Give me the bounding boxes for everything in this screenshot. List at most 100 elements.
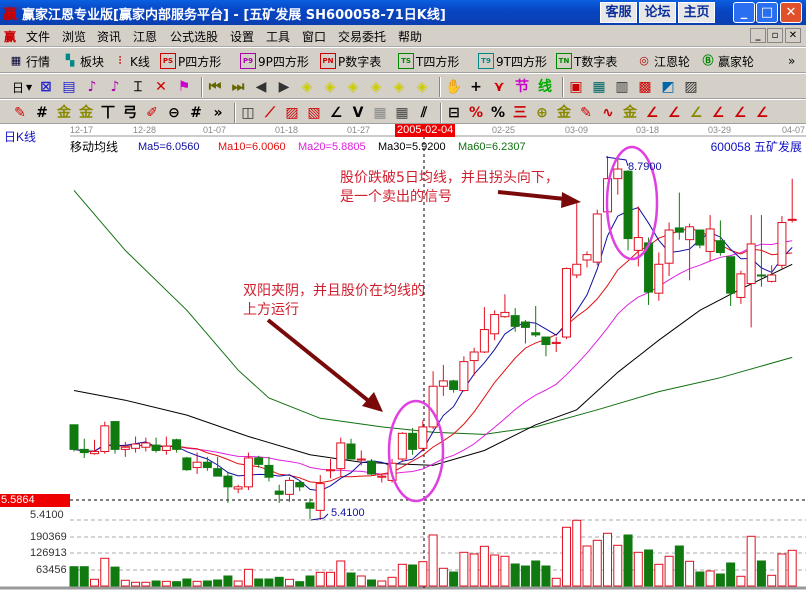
last-page-button[interactable]: ⏭	[230, 77, 248, 97]
toolbar-gann-wheel-button[interactable]: ◎ 江恩轮	[636, 51, 690, 71]
toolbar-big-wheel-button[interactable]: Ⓑ 赢家轮	[700, 51, 755, 71]
tool-s-icon[interactable]: 弓	[123, 105, 137, 121]
line-tool-icon[interactable]: ⋎	[493, 79, 505, 95]
brush-icon[interactable]: ✐	[146, 105, 158, 121]
toolbar-sector-blocks-button[interactable]: ▚ 板块	[62, 51, 104, 71]
menu-trade[interactable]: 交易委托	[338, 30, 387, 44]
indicator-9-icon[interactable]: ♪	[110, 79, 120, 95]
menu-settings[interactable]: 设置	[230, 30, 255, 44]
print-button[interactable]: ▨	[683, 77, 701, 97]
toolbar-ts-button[interactable]: TS T四方形	[398, 51, 459, 71]
zoom-in-icon[interactable]: ◈	[393, 79, 405, 95]
percent-button[interactable]: %	[490, 103, 508, 123]
calculator-icon[interactable]: ▦	[592, 79, 606, 95]
period-select[interactable]: 日 ▼	[12, 77, 32, 97]
line-draw-icon[interactable]: 线	[538, 79, 552, 95]
toolbar-t9-button[interactable]: T9 9T四方形	[478, 51, 547, 71]
angle-f-button[interactable]: ∠	[666, 103, 684, 123]
notes-icon[interactable]: ▤	[62, 79, 76, 95]
menu-file[interactable]: 文件	[26, 30, 51, 44]
next-icon[interactable]: ▶	[278, 79, 290, 95]
marker-icon[interactable]: ✎	[580, 105, 592, 121]
percent-slash-icon[interactable]: %	[468, 105, 484, 121]
diag-grid-icon[interactable]: ▧	[307, 105, 321, 121]
angle-f-icon[interactable]: ∠	[667, 105, 681, 121]
section-button[interactable]: 节	[514, 77, 532, 97]
vertical-lines-button[interactable]: #	[188, 103, 206, 123]
marker-button[interactable]: ✎	[578, 103, 596, 123]
more-button[interactable]: »	[210, 103, 228, 123]
percent-icon[interactable]: %	[490, 105, 506, 121]
flag-button[interactable]: ⚑	[176, 77, 194, 97]
print-icon[interactable]: ▨	[684, 79, 698, 95]
gold-1-icon[interactable]: 金	[57, 105, 71, 121]
last-page-icon[interactable]: ⏭	[231, 79, 245, 95]
toolbar-tn-button[interactable]: TN T数字表	[556, 51, 617, 71]
expand-button[interactable]: ◈	[345, 77, 363, 97]
menu-tools[interactable]: 工具	[266, 30, 291, 44]
angle-gold-icon[interactable]: ∠	[689, 105, 703, 121]
angle-icon[interactable]: ∠	[329, 105, 343, 121]
square-grid-icon[interactable]: ▨	[285, 105, 299, 121]
cross-stats-button[interactable]: ✕	[153, 77, 171, 97]
v-button[interactable]: V	[350, 103, 368, 123]
ruler-button[interactable]: ⊟	[446, 103, 464, 123]
toolbar-pn-button[interactable]: PN P数字表	[320, 51, 381, 71]
brush-button[interactable]: ✐	[144, 103, 162, 123]
indicator-3-icon[interactable]: ♪	[87, 79, 97, 95]
zoom-out-button[interactable]: ◈	[414, 77, 432, 97]
parallel-button[interactable]: ⫽	[416, 103, 434, 123]
close-icon[interactable]: ✕	[780, 2, 802, 23]
zoom-chart-button[interactable]: ⊠	[38, 77, 56, 97]
crosshair-button[interactable]: +	[468, 77, 486, 97]
angle-z-button[interactable]: ∠	[710, 103, 728, 123]
angle-gold-button[interactable]: ∠	[688, 103, 706, 123]
angle-button[interactable]: ∠	[328, 103, 346, 123]
maximize-icon[interactable]: □	[756, 2, 778, 23]
gold-2-button[interactable]: 金	[78, 103, 96, 123]
menu-formula-screen[interactable]: 公式选股	[170, 30, 219, 44]
save-icon[interactable]: ▩	[638, 79, 652, 95]
indicator-3-button[interactable]: ♪	[84, 77, 102, 97]
app-menu-icon[interactable]: 赢	[4, 30, 17, 44]
gold-line-button[interactable]: 金	[556, 103, 574, 123]
zoom-out-icon[interactable]: ◈	[416, 79, 428, 95]
diag-grid-button[interactable]: ▧	[306, 103, 324, 123]
shrink-icon[interactable]: ◈	[370, 79, 382, 95]
cross-stats-icon[interactable]: ✕	[155, 79, 167, 95]
dense-grid-icon[interactable]: ▦	[395, 105, 409, 121]
toolbar-ps-button[interactable]: PS P四方形	[160, 51, 221, 71]
line-tool-button[interactable]: ⋎	[491, 77, 509, 97]
grid-lines-icon[interactable]: #	[36, 105, 48, 121]
mdi-minimize-icon[interactable]: _	[750, 28, 766, 43]
gold-coin-icon[interactable]: ⊕	[536, 105, 548, 121]
pen-icon[interactable]: ✎	[14, 105, 26, 121]
tool-t-button[interactable]: 丅	[100, 103, 118, 123]
shrink-button[interactable]: ◈	[368, 77, 386, 97]
ruler-icon[interactable]: ⊟	[448, 105, 460, 121]
prev-icon[interactable]: ◀	[255, 79, 267, 95]
toolbar-quotes-table-button[interactable]: ▦ 行情	[8, 51, 50, 71]
notebook-button[interactable]: ▥	[614, 77, 632, 97]
crosshair-icon[interactable]: +	[470, 79, 482, 95]
forum-button[interactable]: 论坛	[639, 2, 676, 23]
tool-s-button[interactable]: 弓	[122, 103, 140, 123]
percent-line-icon[interactable]: 三	[513, 105, 527, 121]
angle-j-button[interactable]: ∠	[644, 103, 662, 123]
calendar-icon[interactable]: ▣	[569, 79, 583, 95]
zoom-right-icon[interactable]: ◈	[324, 79, 336, 95]
customer-service-button[interactable]: 客服	[600, 2, 637, 23]
network-icon[interactable]: ◩	[661, 79, 675, 95]
line-draw-button[interactable]: 线	[537, 77, 555, 97]
dense-grid-button[interactable]: ▦	[394, 103, 412, 123]
expand-icon[interactable]: ◈	[347, 79, 359, 95]
grid-button[interactable]: ▦	[372, 103, 390, 123]
indicator-9-button[interactable]: ♪	[107, 77, 125, 97]
square-grid-button[interactable]: ▨	[284, 103, 302, 123]
gold-2-icon[interactable]: 金	[79, 105, 93, 121]
menu-window[interactable]: 窗口	[302, 30, 327, 44]
menu-browse[interactable]: 浏览	[62, 30, 87, 44]
angle-j-icon[interactable]: ∠	[645, 105, 659, 121]
save-button[interactable]: ▩	[637, 77, 655, 97]
circle-grid-icon[interactable]: ⊖	[168, 105, 180, 121]
